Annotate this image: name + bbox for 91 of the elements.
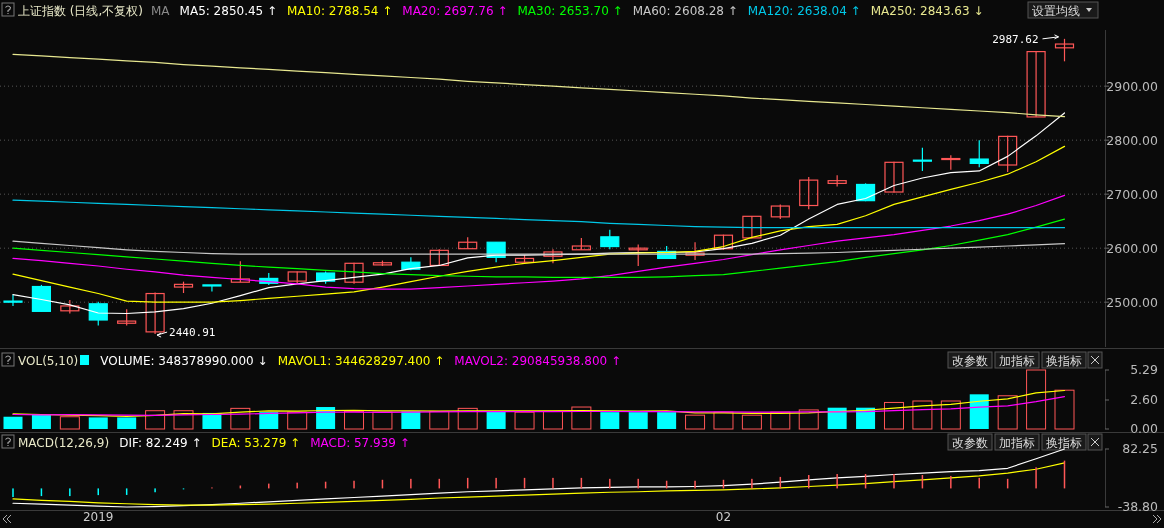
y-tick-label: 0.00	[1130, 421, 1159, 437]
bar	[31, 414, 51, 429]
bar	[883, 401, 904, 430]
legend-title: MA	[151, 4, 171, 18]
bar	[287, 411, 308, 430]
line-series	[12, 395, 1066, 416]
chart-title: VOL(5,10)	[18, 354, 79, 368]
text: DIF: 82.249 ↑	[119, 436, 202, 450]
chart-title: 上证指数 (日线,不复权)	[18, 4, 143, 18]
bar	[571, 406, 592, 430]
bar	[657, 412, 677, 429]
annotation: 2987.62	[992, 32, 1039, 46]
bar	[88, 417, 108, 429]
y-tick-label: 2900.00	[1106, 78, 1159, 94]
candlestick	[344, 262, 364, 285]
text: MA250: 2843.63 ↓	[870, 4, 984, 18]
line-series	[12, 218, 1066, 278]
annotation: 换指标	[1046, 436, 1082, 450]
line-series	[12, 448, 1066, 508]
text: MA120: 2638.04 ↑	[747, 4, 861, 18]
bar	[997, 395, 1018, 430]
bar	[1054, 389, 1075, 430]
candlestick	[600, 229, 620, 250]
candlestick	[1026, 50, 1046, 118]
text: MA10: 2788.54 ↑	[287, 4, 393, 18]
y-tick-label: 2.60	[1130, 392, 1159, 408]
y-tick-label: 2800.00	[1106, 132, 1159, 148]
candlestick	[969, 139, 989, 168]
bar	[372, 411, 393, 430]
annotation: 改参数	[952, 436, 988, 450]
bar	[827, 407, 847, 429]
candlestick	[884, 161, 904, 194]
bar	[685, 414, 706, 430]
y-tick-label: -38.80	[1117, 499, 1159, 515]
text: 改参数	[952, 354, 988, 368]
bar	[969, 394, 989, 429]
bar	[259, 412, 279, 429]
bar	[3, 416, 23, 429]
annotation: 2440.91	[169, 326, 216, 340]
candlestick	[998, 135, 1018, 173]
line-series	[12, 194, 1066, 290]
y-tick-label: 2700.00	[1106, 186, 1159, 202]
line-series	[12, 199, 1066, 229]
candlestick	[1054, 38, 1075, 62]
bar	[741, 414, 762, 430]
bar	[628, 412, 648, 429]
text: MA60: 2608.28 ↑	[632, 4, 738, 18]
chart-title: MACD(12,26,9)	[18, 436, 110, 450]
bar	[429, 410, 450, 430]
text: 加指标	[999, 354, 1035, 368]
y-tick-label: 2600.00	[1106, 240, 1159, 256]
bar	[59, 416, 80, 430]
line-series	[12, 462, 1066, 506]
candlestick	[827, 174, 847, 188]
bar	[486, 411, 506, 429]
y-tick-label: 82.25	[1122, 441, 1158, 457]
line-series	[12, 53, 1066, 118]
candlestick	[685, 241, 705, 261]
x-tick-label: 2019	[82, 510, 114, 524]
candlestick	[202, 284, 222, 292]
text: DEA: 53.279 ↑	[211, 436, 301, 450]
candlestick	[543, 248, 563, 264]
text: 换指标	[1046, 354, 1082, 368]
text: MA20: 2697.76 ↑	[402, 4, 508, 18]
text: MACD: 57.939 ↑	[310, 436, 410, 450]
annotation: 加指标	[999, 436, 1035, 450]
bar	[940, 400, 961, 430]
candlestick	[628, 243, 648, 267]
bar	[514, 411, 535, 430]
candlestick	[3, 294, 23, 307]
text: MA30: 2653.70 ↑	[517, 4, 623, 18]
text: 设置均线	[1032, 4, 1080, 18]
candlestick	[912, 147, 933, 172]
y-tick-label: 5.29	[1130, 362, 1159, 378]
y-tick-label: 2500.00	[1106, 294, 1159, 310]
bar	[145, 410, 166, 430]
bar	[542, 410, 563, 430]
bar	[117, 417, 137, 429]
bar	[457, 407, 478, 430]
line-series	[12, 145, 1066, 303]
candlestick	[742, 215, 762, 240]
candlestick	[799, 176, 819, 210]
legend-label: VOLUME: 348378990.000 ↓	[100, 354, 268, 368]
candlestick	[230, 260, 250, 283]
bar	[912, 400, 933, 430]
text: MAVOL2: 290845938.800 ↑	[454, 354, 622, 368]
text: MA5: 2850.45 ↑	[179, 4, 278, 18]
text: MAVOL1: 344628297.400 ↑	[277, 354, 445, 368]
x-tick-label: 02	[715, 510, 732, 524]
bar	[600, 412, 620, 429]
bar	[713, 411, 734, 430]
